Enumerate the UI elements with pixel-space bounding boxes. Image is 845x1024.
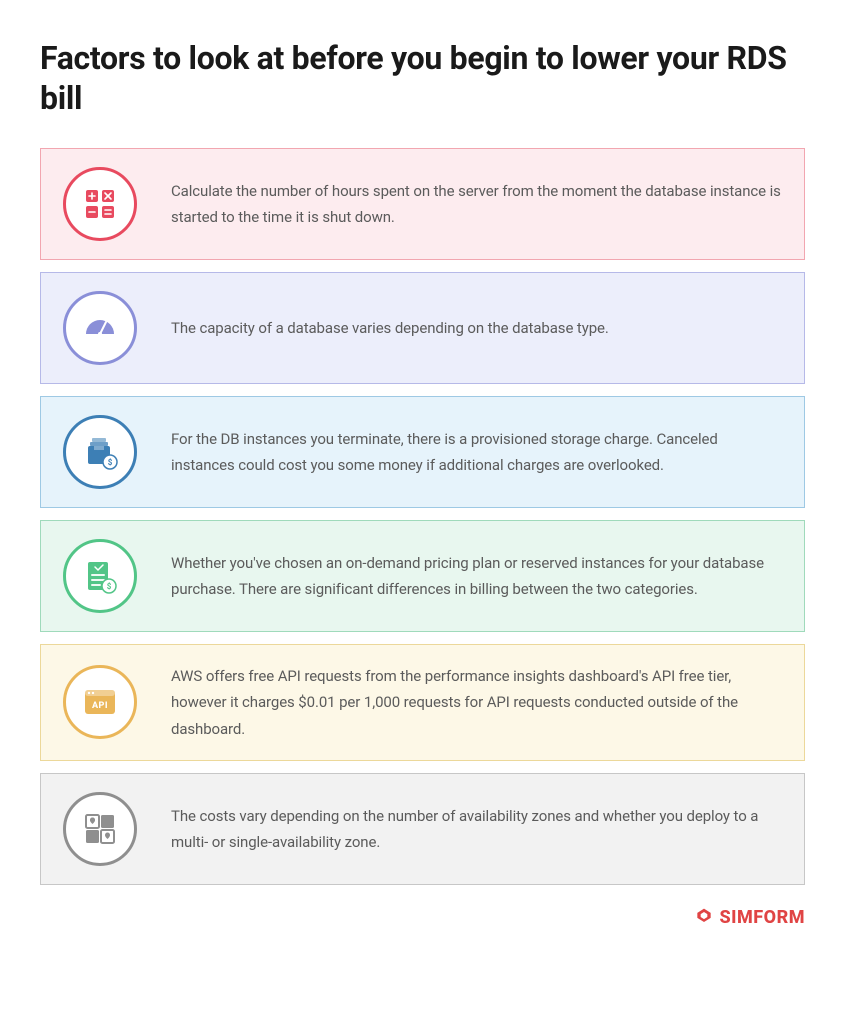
page-title: Factors to look at before you begin to l… (40, 38, 805, 118)
factor-text: Calculate the number of hours spent on t… (171, 178, 782, 231)
api-icon: API (63, 665, 137, 739)
factor-card: The costs vary depending on the number o… (40, 773, 805, 885)
factor-card: $ For the DB instances you terminate, th… (40, 396, 805, 508)
factor-text: Whether you've chosen an on-demand prici… (171, 550, 782, 603)
gauge-icon (63, 291, 137, 365)
factor-text: The capacity of a database varies depend… (171, 315, 609, 341)
factor-card: $ Whether you've chosen an on-demand pri… (40, 520, 805, 632)
list-money-icon: $ (63, 539, 137, 613)
brand-name: SIMFORM (720, 907, 805, 928)
box-money-icon: $ (63, 415, 137, 489)
svg-text:API: API (92, 701, 108, 711)
calculator-icon (63, 167, 137, 241)
card-list: Calculate the number of hours spent on t… (40, 148, 805, 885)
factor-card: The capacity of a database varies depend… (40, 272, 805, 384)
factor-card: Calculate the number of hours spent on t… (40, 148, 805, 260)
factor-card: API AWS offers free API requests from th… (40, 644, 805, 761)
footer: SIMFORM (40, 907, 805, 928)
factor-text: The costs vary depending on the number o… (171, 803, 782, 856)
zones-icon (63, 792, 137, 866)
factor-text: AWS offers free API requests from the pe… (171, 663, 782, 742)
svg-text:$: $ (107, 582, 112, 591)
factor-text: For the DB instances you terminate, ther… (171, 426, 782, 479)
brand-logo-icon (694, 907, 714, 927)
svg-text:$: $ (108, 458, 113, 467)
